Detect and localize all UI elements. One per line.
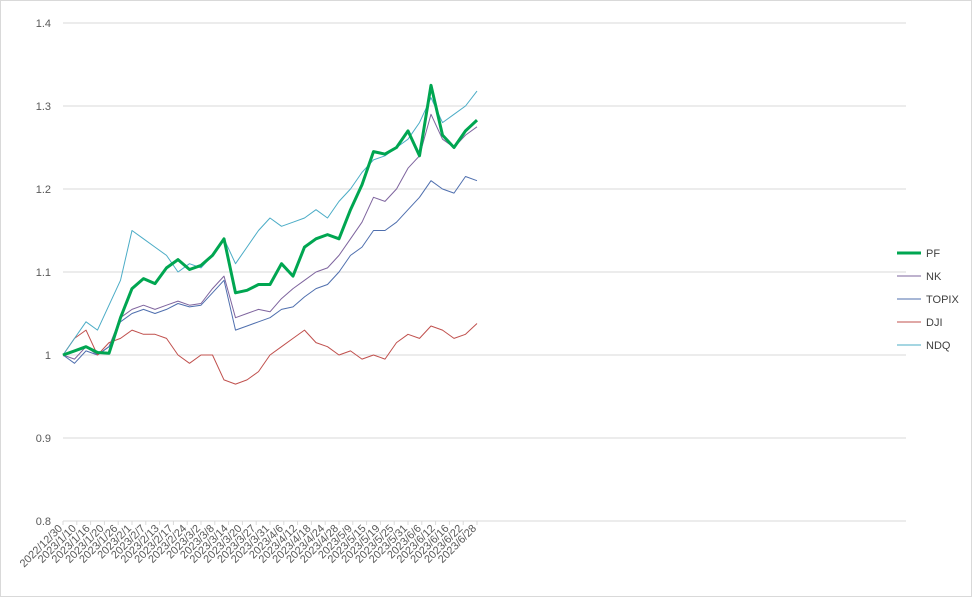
- y-axis-tick-labels: 0.8 0.9 1 1.1 1.2 1.3 1.4: [36, 18, 51, 528]
- legend-label-pf: PF: [926, 248, 940, 260]
- legend-label-dji: DJI: [926, 317, 943, 329]
- legend-label-ndq: NDQ: [926, 340, 951, 352]
- legend-label-nk: NK: [926, 271, 942, 283]
- gridlines: [63, 22, 906, 522]
- y-tick-label: 1: [45, 350, 51, 362]
- series-lines: [62, 83, 479, 385]
- series-line-pf: [62, 83, 479, 357]
- series-line-topix: [62, 176, 478, 364]
- y-tick-label: 0.9: [36, 433, 51, 445]
- y-tick-label: 1.3: [36, 101, 51, 113]
- y-tick-label: 1.1: [36, 267, 51, 279]
- x-axis-tick-labels: 2022/12/302023/1/102023/1/162023/1/20202…: [18, 521, 479, 570]
- series-line-ndq: [62, 90, 478, 356]
- y-tick-label: 1.2: [36, 184, 51, 196]
- series-line-dji: [62, 323, 478, 385]
- y-tick-label: 1.4: [36, 18, 51, 30]
- y-tick-label: 0.8: [36, 516, 51, 528]
- legend: PF NK TOPIX DJI NDQ: [897, 248, 959, 352]
- legend-label-topix: TOPIX: [926, 294, 959, 306]
- series-line-nk: [62, 113, 478, 360]
